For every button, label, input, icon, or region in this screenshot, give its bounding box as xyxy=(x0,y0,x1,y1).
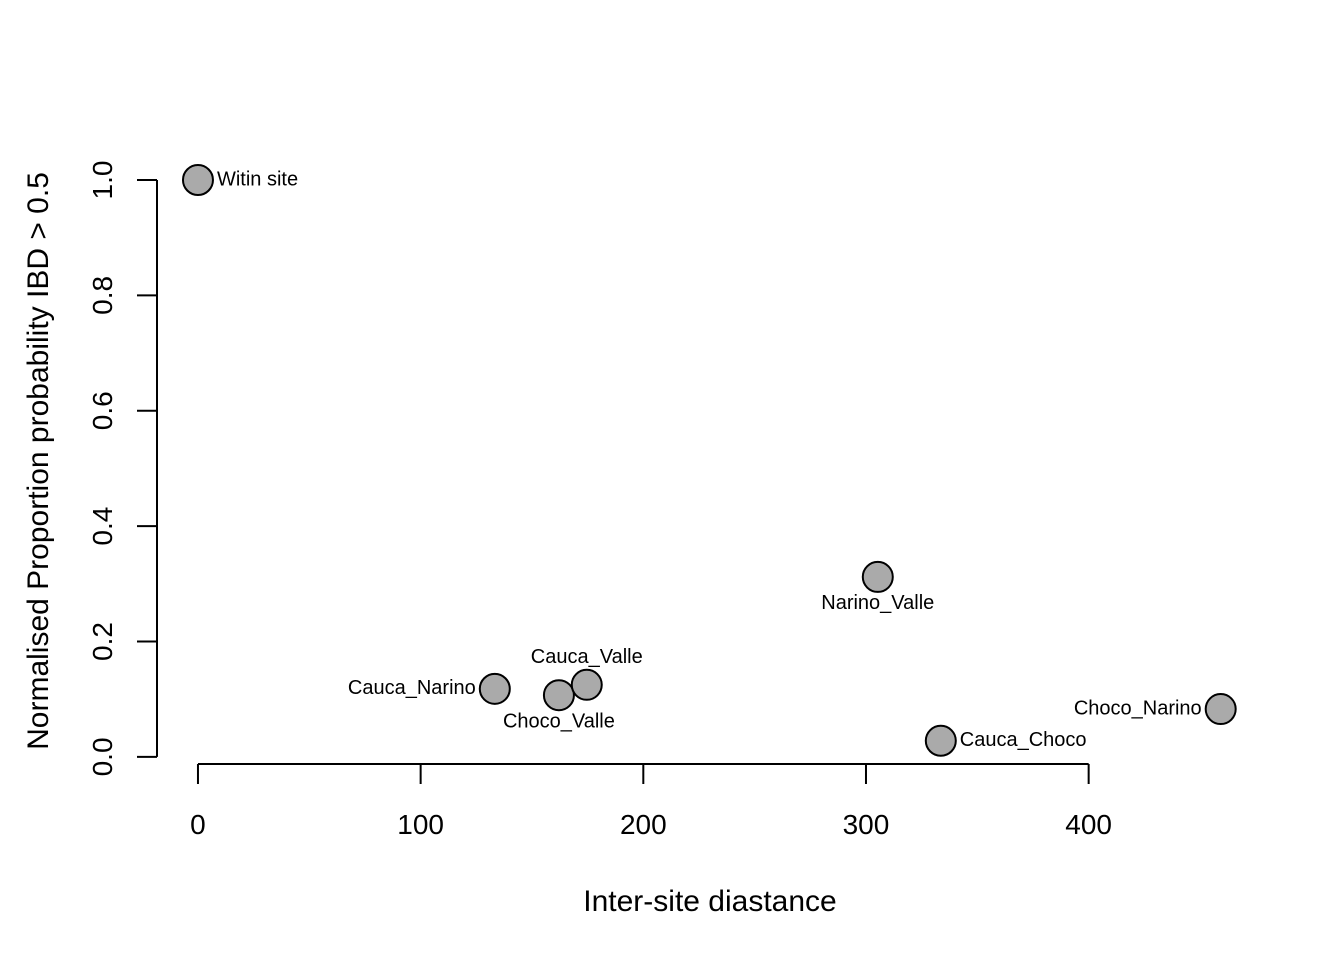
point xyxy=(570,668,603,701)
x-tick-label: 300 xyxy=(843,809,890,840)
y-tick-label: 0.8 xyxy=(87,276,118,315)
y-tick-label: 0.4 xyxy=(87,507,118,546)
point xyxy=(924,724,957,757)
x-tick-label: 0 xyxy=(190,809,206,840)
point-label: Choco_Valle xyxy=(503,710,615,732)
point xyxy=(181,164,214,196)
x-tick-label: 200 xyxy=(620,809,667,840)
y-axis-label: Normalised Proportion probability IBD > … xyxy=(22,172,55,750)
x-tick-label: 100 xyxy=(397,809,444,840)
y-tick-label: 0.0 xyxy=(87,737,118,776)
y-tick-label: 0.2 xyxy=(87,622,118,661)
point-label: Narino_Valle xyxy=(821,592,934,614)
point-label: Cauca_Valle xyxy=(531,646,643,668)
point-label: Witin site xyxy=(217,168,298,190)
y-tick-label: 1.0 xyxy=(87,161,118,200)
point-label: Choco_Narino xyxy=(1074,697,1202,719)
y-tick-label: 0.6 xyxy=(87,391,118,430)
x-tick-label: 400 xyxy=(1065,809,1112,840)
point xyxy=(478,672,511,705)
point xyxy=(542,679,575,712)
point-label: Cauca_Narino xyxy=(348,677,476,699)
point xyxy=(861,560,894,593)
x-axis-label: Inter-site diastance xyxy=(583,885,836,918)
point-label: Cauca_Choco xyxy=(960,729,1087,751)
point xyxy=(1204,693,1237,726)
